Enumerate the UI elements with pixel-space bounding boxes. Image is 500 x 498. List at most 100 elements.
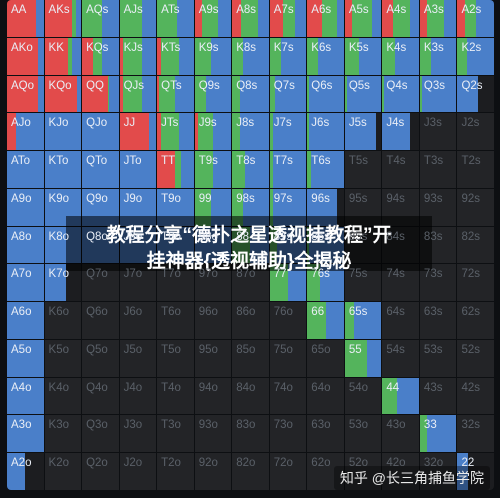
hand-cell-KQs[interactable]: KQs xyxy=(82,37,119,75)
hand-cell-QJs[interactable]: QJs xyxy=(119,75,157,113)
hand-cell-J6s[interactable]: J6s xyxy=(307,113,344,151)
hand-cell-Q5o[interactable]: Q5o xyxy=(82,339,119,377)
hand-cell-QJo[interactable]: QJo xyxy=(82,113,119,151)
hand-cell-K6o[interactable]: K6o xyxy=(44,302,82,339)
hand-cell-J9s[interactable]: J9s xyxy=(194,113,232,151)
hand-cell-T6s[interactable]: T6s xyxy=(307,151,344,188)
hand-cell-A2o[interactable]: A2o xyxy=(7,453,44,490)
hand-cell-Q7s[interactable]: Q7s xyxy=(269,75,307,113)
hand-cell-92s[interactable]: 92s xyxy=(457,188,494,226)
hand-cell-43s[interactable]: 43s xyxy=(419,377,457,415)
hand-cell-ATo[interactable]: ATo xyxy=(7,151,44,188)
hand-cell-84o[interactable]: 84o xyxy=(232,377,269,415)
hand-cell-T7s[interactable]: T7s xyxy=(269,151,307,188)
hand-cell-85o[interactable]: 85o xyxy=(232,339,269,377)
hand-cell-K6s[interactable]: K6s xyxy=(307,37,344,75)
hand-cell-T5s[interactable]: T5s xyxy=(344,151,382,188)
hand-cell-J5s[interactable]: J5s xyxy=(344,113,382,151)
hand-cell-32o[interactable]: 32o xyxy=(419,453,457,490)
hand-cell-A4o[interactable]: A4o xyxy=(7,377,44,415)
hand-cell-K4o[interactable]: K4o xyxy=(44,377,82,415)
hand-cell-K4s[interactable]: K4s xyxy=(382,37,419,75)
hand-cell-K7s[interactable]: K7s xyxy=(269,37,307,75)
hand-cell-Q4s[interactable]: Q4s xyxy=(382,75,419,113)
hand-cell-62s[interactable]: 62s xyxy=(457,302,494,339)
hand-cell-A3s[interactable]: A3s xyxy=(419,0,457,37)
hand-cell-T3o[interactable]: T3o xyxy=(157,415,194,453)
hand-cell-QTs[interactable]: QTs xyxy=(157,75,194,113)
hand-cell-QQ[interactable]: QQ xyxy=(82,75,119,113)
hand-cell-KQo[interactable]: KQo xyxy=(44,75,82,113)
hand-cell-A5o[interactable]: A5o xyxy=(7,339,44,377)
hand-cell-86o[interactable]: 86o xyxy=(232,302,269,339)
hand-cell-65o[interactable]: 65o xyxy=(307,339,344,377)
hand-cell-33[interactable]: 33 xyxy=(419,415,457,453)
hand-cell-T4s[interactable]: T4s xyxy=(382,151,419,188)
hand-cell-A4s[interactable]: A4s xyxy=(382,0,419,37)
hand-cell-72s[interactable]: 72s xyxy=(457,264,494,302)
hand-cell-32s[interactable]: 32s xyxy=(457,415,494,453)
hand-cell-75o[interactable]: 75o xyxy=(269,339,307,377)
hand-cell-J4s[interactable]: J4s xyxy=(382,113,419,151)
hand-cell-22[interactable]: 22 xyxy=(457,453,494,490)
hand-cell-82s[interactable]: 82s xyxy=(457,226,494,264)
hand-cell-73s[interactable]: 73s xyxy=(419,264,457,302)
hand-cell-AKo[interactable]: AKo xyxy=(7,37,44,75)
hand-cell-A6o[interactable]: A6o xyxy=(7,302,44,339)
hand-cell-93o[interactable]: 93o xyxy=(194,415,232,453)
hand-cell-J6o[interactable]: J6o xyxy=(119,302,157,339)
hand-cell-66[interactable]: 66 xyxy=(307,302,344,339)
hand-cell-AJs[interactable]: AJs xyxy=(119,0,157,37)
hand-cell-94o[interactable]: 94o xyxy=(194,377,232,415)
hand-cell-54s[interactable]: 54s xyxy=(382,339,419,377)
hand-cell-K5o[interactable]: K5o xyxy=(44,339,82,377)
hand-cell-JJ[interactable]: JJ xyxy=(119,113,157,151)
hand-cell-T4o[interactable]: T4o xyxy=(157,377,194,415)
hand-cell-63o[interactable]: 63o xyxy=(307,415,344,453)
hand-cell-A9o[interactable]: A9o xyxy=(7,188,44,226)
hand-cell-JTs[interactable]: JTs xyxy=(157,113,194,151)
hand-cell-Q5s[interactable]: Q5s xyxy=(344,75,382,113)
hand-cell-J2s[interactable]: J2s xyxy=(457,113,494,151)
hand-cell-J3s[interactable]: J3s xyxy=(419,113,457,151)
hand-cell-82o[interactable]: 82o xyxy=(232,453,269,490)
hand-cell-64o[interactable]: 64o xyxy=(307,377,344,415)
hand-cell-KJs[interactable]: KJs xyxy=(119,37,157,75)
hand-cell-AJo[interactable]: AJo xyxy=(7,113,44,151)
hand-cell-52s[interactable]: 52s xyxy=(457,339,494,377)
hand-cell-K3s[interactable]: K3s xyxy=(419,37,457,75)
hand-cell-Q2o[interactable]: Q2o xyxy=(82,453,119,490)
hand-cell-A5s[interactable]: A5s xyxy=(344,0,382,37)
hand-cell-J8s[interactable]: J8s xyxy=(232,113,269,151)
hand-cell-K9s[interactable]: K9s xyxy=(194,37,232,75)
hand-cell-Q6o[interactable]: Q6o xyxy=(82,302,119,339)
hand-cell-A6s[interactable]: A6s xyxy=(307,0,344,37)
hand-cell-92o[interactable]: 92o xyxy=(194,453,232,490)
hand-cell-K8s[interactable]: K8s xyxy=(232,37,269,75)
hand-cell-53s[interactable]: 53s xyxy=(419,339,457,377)
hand-cell-A8o[interactable]: A8o xyxy=(7,226,44,264)
hand-cell-83o[interactable]: 83o xyxy=(232,415,269,453)
hand-cell-64s[interactable]: 64s xyxy=(382,302,419,339)
hand-cell-Q9s[interactable]: Q9s xyxy=(194,75,232,113)
hand-cell-52o[interactable]: 52o xyxy=(344,453,382,490)
hand-cell-K2s[interactable]: K2s xyxy=(457,37,494,75)
hand-cell-A2s[interactable]: A2s xyxy=(457,0,494,37)
hand-cell-72o[interactable]: 72o xyxy=(269,453,307,490)
hand-cell-63s[interactable]: 63s xyxy=(419,302,457,339)
hand-cell-K3o[interactable]: K3o xyxy=(44,415,82,453)
hand-cell-43o[interactable]: 43o xyxy=(382,415,419,453)
hand-cell-J2o[interactable]: J2o xyxy=(119,453,157,490)
hand-cell-Q8s[interactable]: Q8s xyxy=(232,75,269,113)
hand-cell-AA[interactable]: AA xyxy=(7,0,44,37)
hand-cell-54o[interactable]: 54o xyxy=(344,377,382,415)
hand-cell-J5o[interactable]: J5o xyxy=(119,339,157,377)
hand-cell-74o[interactable]: 74o xyxy=(269,377,307,415)
hand-cell-96o[interactable]: 96o xyxy=(194,302,232,339)
hand-cell-AKs[interactable]: AKs xyxy=(44,0,82,37)
hand-cell-QTo[interactable]: QTo xyxy=(82,151,119,188)
hand-cell-ATs[interactable]: ATs xyxy=(157,0,194,37)
hand-cell-42o[interactable]: 42o xyxy=(382,453,419,490)
hand-cell-A9s[interactable]: A9s xyxy=(194,0,232,37)
hand-cell-Q2s[interactable]: Q2s xyxy=(457,75,494,113)
